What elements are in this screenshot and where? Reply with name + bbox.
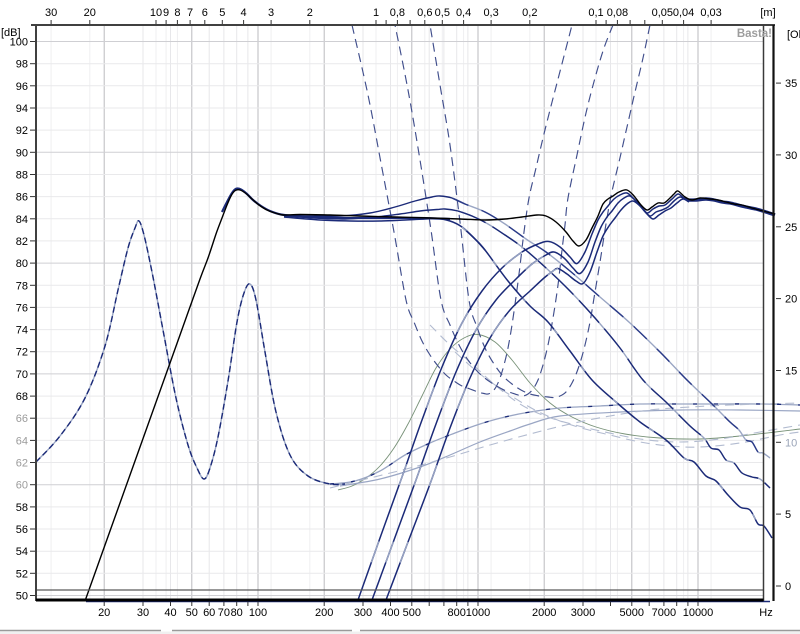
svg-text:58: 58	[16, 502, 28, 514]
svg-text:0,5: 0,5	[435, 7, 450, 19]
svg-text:8: 8	[174, 7, 180, 19]
svg-text:0: 0	[785, 581, 791, 593]
svg-text:0,08: 0,08	[607, 7, 628, 19]
svg-text:10000: 10000	[683, 607, 714, 619]
svg-text:0,8: 0,8	[390, 7, 405, 19]
svg-text:200: 200	[315, 607, 333, 619]
svg-text:70: 70	[16, 369, 28, 381]
svg-text:94: 94	[16, 103, 28, 115]
svg-text:[dB]: [dB]	[1, 27, 21, 39]
svg-text:4: 4	[241, 7, 247, 19]
svg-text:0,3: 0,3	[483, 7, 498, 19]
svg-text:1: 1	[373, 7, 379, 19]
svg-text:52: 52	[16, 568, 28, 580]
svg-text:Basta!: Basta!	[737, 28, 772, 40]
svg-text:86: 86	[16, 192, 28, 204]
svg-text:10: 10	[785, 437, 797, 449]
svg-text:64: 64	[16, 435, 28, 447]
svg-text:7000: 7000	[652, 607, 676, 619]
svg-text:62: 62	[16, 458, 28, 470]
svg-text:[Ohm]: [Ohm]	[787, 29, 800, 41]
svg-text:[m]: [m]	[760, 7, 775, 19]
svg-text:50: 50	[186, 607, 198, 619]
svg-text:60: 60	[16, 480, 28, 492]
svg-text:15: 15	[785, 366, 797, 378]
svg-text:20: 20	[785, 294, 797, 306]
svg-text:2: 2	[307, 7, 313, 19]
svg-text:1000: 1000	[466, 607, 490, 619]
svg-text:92: 92	[16, 125, 28, 137]
svg-text:3: 3	[268, 7, 274, 19]
svg-text:56: 56	[16, 524, 28, 536]
svg-text:35: 35	[785, 78, 797, 90]
svg-text:7: 7	[187, 7, 193, 19]
svg-text:30: 30	[45, 7, 57, 19]
svg-text:9: 9	[163, 7, 169, 19]
svg-text:0,1: 0,1	[588, 7, 603, 19]
svg-text:3000: 3000	[571, 607, 595, 619]
svg-text:40: 40	[164, 607, 176, 619]
svg-text:6: 6	[202, 7, 208, 19]
svg-text:76: 76	[16, 302, 28, 314]
svg-text:800: 800	[448, 607, 466, 619]
svg-text:80: 80	[16, 258, 28, 270]
svg-text:5: 5	[219, 7, 225, 19]
svg-text:5000: 5000	[620, 607, 644, 619]
svg-text:30: 30	[137, 607, 149, 619]
svg-text:66: 66	[16, 413, 28, 425]
svg-text:300: 300	[354, 607, 372, 619]
svg-text:68: 68	[16, 391, 28, 403]
svg-text:96: 96	[16, 81, 28, 93]
svg-text:400: 400	[381, 607, 399, 619]
svg-text:0,03: 0,03	[700, 7, 721, 19]
svg-text:0,6: 0,6	[417, 7, 432, 19]
svg-text:0,2: 0,2	[522, 7, 537, 19]
svg-text:25: 25	[785, 222, 797, 234]
svg-text:Hz: Hz	[759, 607, 772, 619]
svg-text:100: 100	[10, 37, 28, 49]
svg-text:2000: 2000	[532, 607, 556, 619]
svg-text:20: 20	[98, 607, 110, 619]
svg-text:30: 30	[785, 150, 797, 162]
svg-text:74: 74	[16, 325, 28, 337]
svg-text:90: 90	[16, 147, 28, 159]
svg-text:0,4: 0,4	[456, 7, 471, 19]
svg-text:500: 500	[403, 607, 421, 619]
svg-text:0,05: 0,05	[652, 7, 673, 19]
svg-text:0,04: 0,04	[673, 7, 694, 19]
svg-text:70: 70	[218, 607, 230, 619]
svg-text:100: 100	[249, 607, 267, 619]
svg-text:50: 50	[16, 591, 28, 603]
svg-text:98: 98	[16, 59, 28, 71]
svg-text:60: 60	[203, 607, 215, 619]
svg-text:72: 72	[16, 347, 28, 359]
svg-text:82: 82	[16, 236, 28, 248]
svg-text:78: 78	[16, 280, 28, 292]
svg-text:54: 54	[16, 546, 28, 558]
svg-text:80: 80	[231, 607, 243, 619]
svg-text:5: 5	[785, 509, 791, 521]
svg-text:84: 84	[16, 214, 28, 226]
svg-text:20: 20	[84, 7, 96, 19]
svg-text:10: 10	[150, 7, 162, 19]
svg-text:88: 88	[16, 170, 28, 182]
